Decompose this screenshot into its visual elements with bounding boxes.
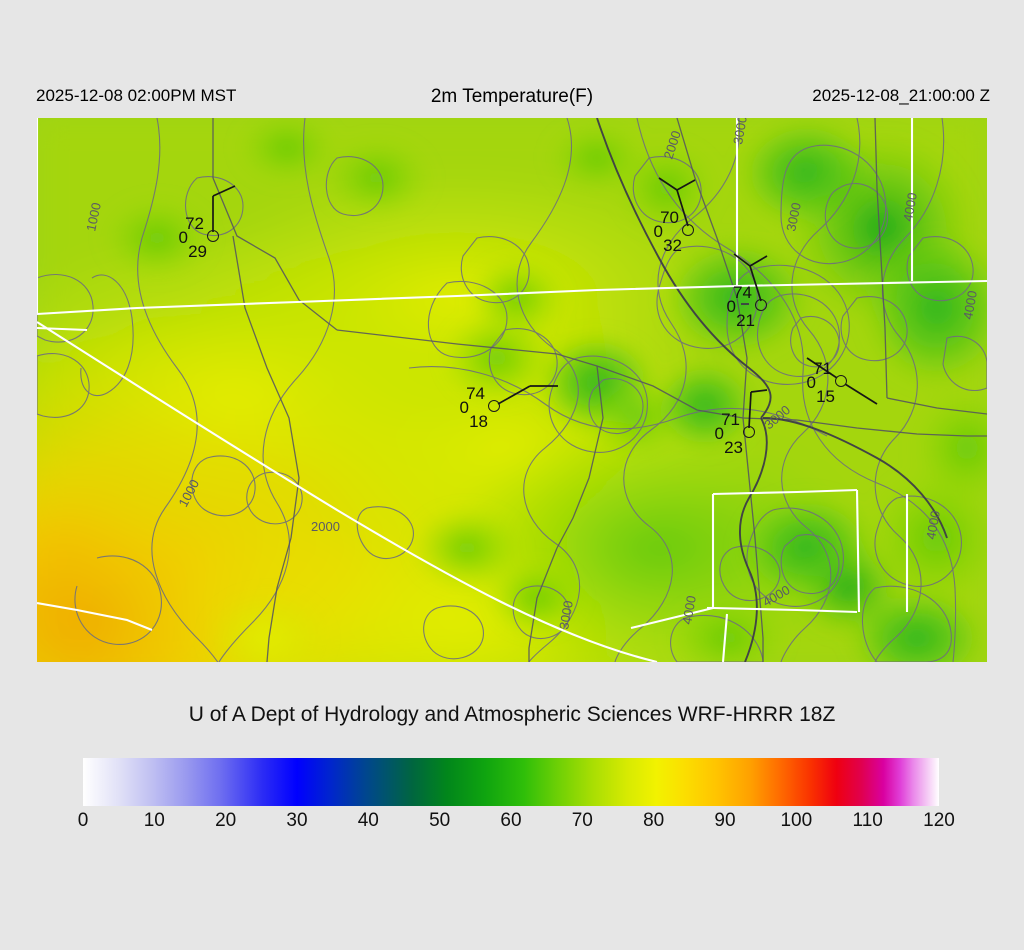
contour-label: 4000 — [679, 594, 699, 625]
wind-barbs — [212, 177, 878, 429]
county-borders — [212, 118, 987, 662]
contour-label: 4000 — [960, 289, 980, 320]
map-title: 2m Temperature(F) — [430, 86, 594, 107]
local-time-label: 2025-12-08 02:00PM MST — [36, 86, 237, 105]
station-value3: 32 — [663, 236, 682, 255]
colorbar-tick: 90 — [714, 810, 736, 831]
contour-label: 3000 — [556, 599, 576, 630]
map-canvas: 1000 1000 2000 2000 3000 3000 3000 3000 … — [37, 118, 987, 662]
station-temperature: 74 — [466, 384, 485, 403]
colorbar-tick: 0 — [77, 810, 89, 831]
colorbar-tick: 50 — [429, 810, 451, 831]
colorbar-tick: 70 — [571, 810, 593, 831]
station-temperature: 71 — [721, 410, 740, 429]
station-marker-icon — [755, 299, 767, 311]
state-borders — [37, 118, 987, 662]
figure-caption: U of A Dept of Hydrology and Atmospheric… — [188, 703, 836, 726]
colorbar-tick: 20 — [215, 810, 237, 831]
major-routes — [596, 118, 948, 662]
station-value3: 15 — [816, 387, 835, 406]
contour-label: 4000 — [923, 509, 943, 540]
colorbar-gradient — [83, 758, 939, 806]
station-temperature: 70 — [660, 208, 679, 227]
utc-time-label: 2025-12-08_21:00:00 Z — [812, 86, 990, 105]
station-value3: 18 — [469, 412, 488, 431]
station-dewpoint: 0 — [178, 228, 188, 247]
colorbar-tick: 40 — [357, 810, 379, 831]
colorbar: 0 10 20 30 40 50 60 70 80 90 100 110 120 — [78, 758, 955, 831]
station-temperature: 74 — [733, 283, 752, 302]
map-panel: 1000 1000 2000 2000 3000 3000 3000 3000 … — [37, 118, 987, 662]
station-dewpoint: 0 — [714, 424, 724, 443]
colorbar-tick: 120 — [923, 810, 955, 831]
terrain-contours — [37, 118, 987, 662]
station-marker-icon — [207, 230, 219, 242]
station-dewpoint: 0 — [726, 297, 736, 316]
colorbar-tick: 10 — [143, 810, 165, 831]
station-temperature: 71 — [813, 359, 832, 378]
colorbar-tick: 80 — [643, 810, 665, 831]
station-value3: 29 — [188, 242, 207, 261]
colorbar-tick: 30 — [286, 810, 308, 831]
station-dewpoint: 0 — [806, 373, 816, 392]
contour-label: 3000 — [783, 201, 804, 232]
contour-label: 3000 — [730, 118, 750, 146]
station-marker-icon — [682, 224, 694, 236]
colorbar-tick: 60 — [500, 810, 522, 831]
colorbar-tick: 110 — [852, 810, 883, 831]
station-marker-icon — [743, 426, 755, 438]
station-dewpoint: 0 — [653, 222, 663, 241]
station-marker-icon — [488, 400, 500, 412]
contour-label: 1000 — [83, 201, 104, 232]
contour-label: 2000 — [311, 519, 340, 534]
station-temperature: 72 — [185, 214, 204, 233]
station-dewpoint: 0 — [459, 398, 469, 417]
station-value3: 23 — [724, 438, 743, 457]
contour-label: 4000 — [900, 191, 920, 222]
colorbar-tick: 100 — [780, 810, 813, 831]
colorbar-tick-labels: 0 10 20 30 40 50 60 70 80 90 100 110 120 — [78, 810, 955, 836]
station-marker-icon — [835, 375, 847, 387]
station-value3: 21 — [736, 311, 755, 330]
